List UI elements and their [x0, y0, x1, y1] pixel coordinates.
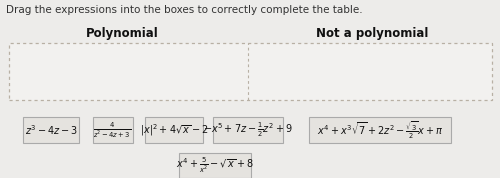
FancyBboxPatch shape [9, 43, 492, 100]
Text: Drag the expressions into the boxes to correctly complete the table.: Drag the expressions into the boxes to c… [6, 5, 362, 15]
Text: $x^4+\frac{5}{x^2}-\sqrt{x}+8$: $x^4+\frac{5}{x^2}-\sqrt{x}+8$ [176, 156, 254, 175]
Text: $|x|^2+4\sqrt{x}-2$: $|x|^2+4\sqrt{x}-2$ [140, 122, 208, 138]
FancyBboxPatch shape [212, 117, 282, 143]
FancyBboxPatch shape [92, 117, 132, 143]
Text: $-x^5+7z-\frac{1}{2}z^2+9$: $-x^5+7z-\frac{1}{2}z^2+9$ [202, 121, 292, 139]
FancyBboxPatch shape [145, 117, 203, 143]
FancyBboxPatch shape [24, 117, 78, 143]
Text: Not a polynomial: Not a polynomial [316, 27, 428, 40]
Text: $z^3 - 4z - 3$: $z^3 - 4z - 3$ [24, 123, 78, 137]
Text: Polynomial: Polynomial [86, 27, 159, 40]
Text: $\frac{4}{z^2-4z+3}$: $\frac{4}{z^2-4z+3}$ [94, 120, 132, 140]
Text: $x^4+x^3\sqrt{7}+2z^2-\frac{\sqrt{3}}{2}x+\pi$: $x^4+x^3\sqrt{7}+2z^2-\frac{\sqrt{3}}{2}… [317, 119, 443, 141]
FancyBboxPatch shape [309, 117, 452, 143]
FancyBboxPatch shape [179, 153, 251, 178]
